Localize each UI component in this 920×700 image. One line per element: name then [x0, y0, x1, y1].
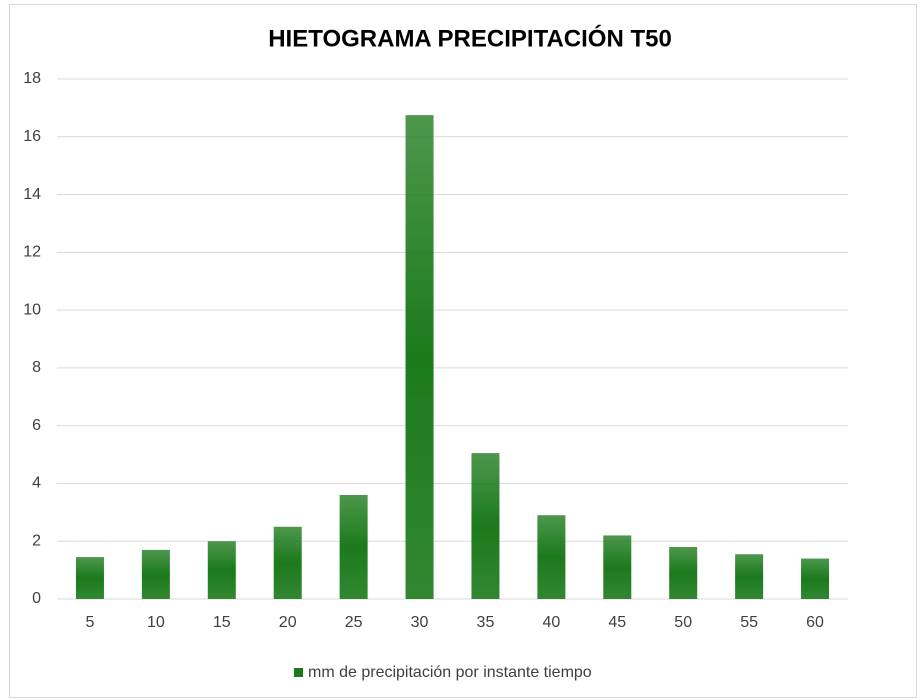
- x-tick-label: 40: [542, 614, 560, 631]
- x-tick-label: 5: [86, 614, 95, 631]
- bar: [75, 557, 104, 599]
- y-tick-label: 4: [32, 475, 41, 492]
- bar: [603, 535, 632, 599]
- legend-label: mm de precipitación por instante tiempo: [308, 664, 592, 681]
- bar: [141, 549, 170, 599]
- y-tick-label: 10: [23, 301, 41, 318]
- y-tick-label: 2: [32, 532, 41, 549]
- bar: [405, 115, 434, 599]
- bar: [273, 526, 302, 599]
- bar: [801, 558, 830, 599]
- legend-swatch: [294, 668, 303, 677]
- x-tick-label: 60: [806, 614, 824, 631]
- x-tick-label: 50: [674, 614, 692, 631]
- bar: [471, 453, 500, 599]
- y-tick-label: 12: [23, 244, 41, 261]
- x-tick-label: 55: [740, 614, 758, 631]
- y-tick-label: 8: [32, 359, 41, 376]
- x-tick-label: 10: [147, 614, 165, 631]
- y-tick-label: 16: [23, 128, 41, 145]
- bar: [207, 541, 236, 599]
- bar: [537, 515, 566, 599]
- x-tick-label: 20: [279, 614, 297, 631]
- x-tick-label: 35: [477, 614, 495, 631]
- bar: [339, 495, 368, 599]
- y-tick-label: 6: [32, 417, 41, 434]
- x-tick-label: 25: [345, 614, 363, 631]
- x-tick-label: 30: [411, 614, 429, 631]
- chart-title: HIETOGRAMA PRECIPITACIÓN T50: [268, 24, 672, 52]
- y-tick-label: 0: [32, 590, 41, 607]
- bar: [735, 554, 764, 599]
- y-tick-label: 14: [23, 186, 41, 203]
- bar: [669, 547, 698, 599]
- x-tick-label: 45: [608, 614, 626, 631]
- x-tick-label: 15: [213, 614, 231, 631]
- y-tick-label: 18: [23, 70, 41, 87]
